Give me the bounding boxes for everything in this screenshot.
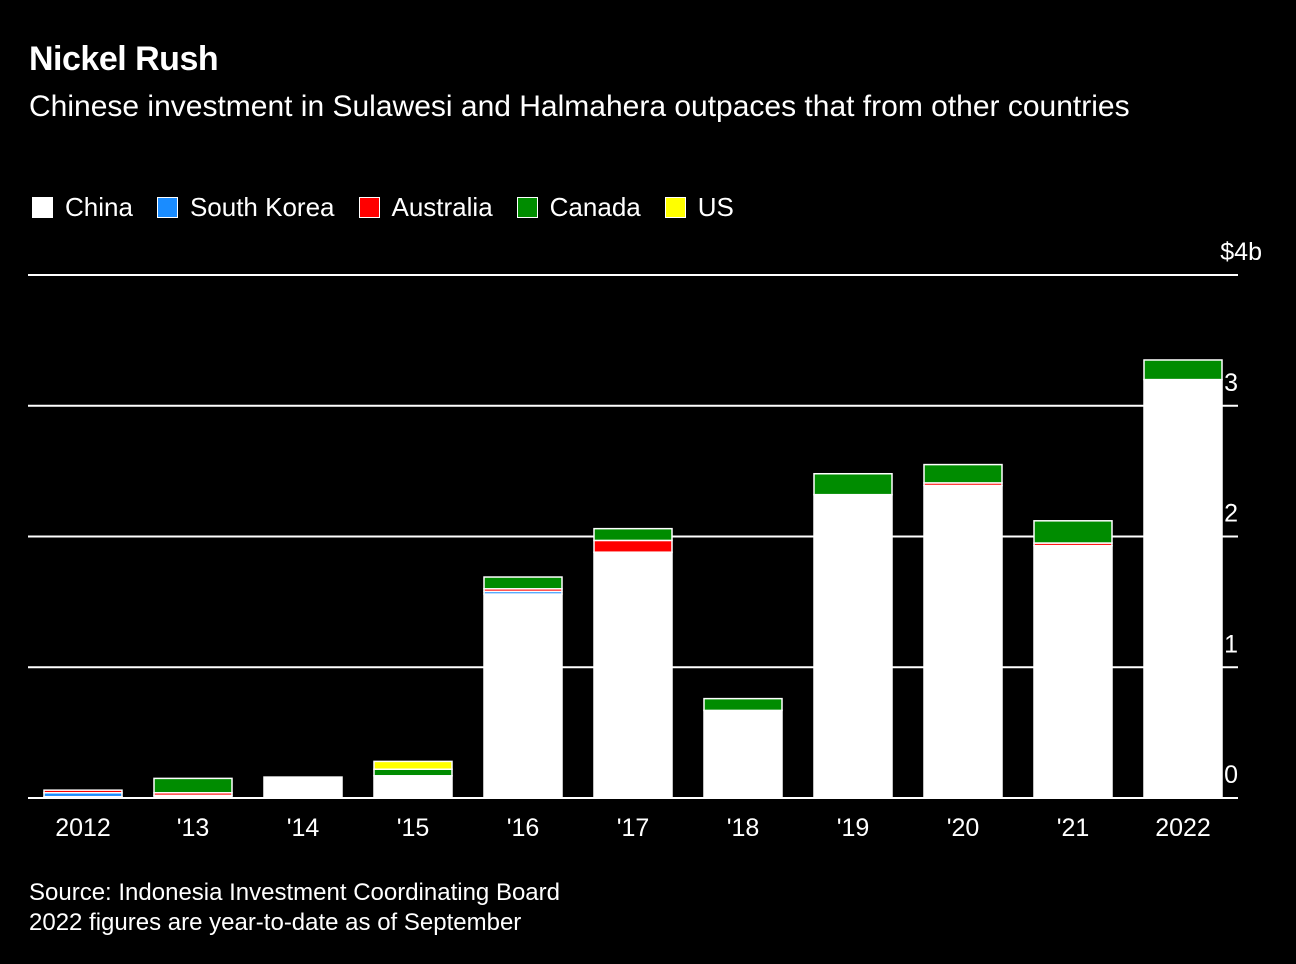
y-tick-label: 1 [1224, 630, 1238, 658]
legend-item-australia: Australia [358, 192, 493, 223]
bar-segment-canada [593, 527, 673, 542]
legend-label: South Korea [189, 192, 335, 222]
x-tick-label: '14 [287, 814, 320, 842]
legend-swatch [156, 197, 178, 218]
bar-segment-canada [1033, 520, 1113, 544]
bar-segment-china [483, 593, 563, 799]
bar-segment-canada [153, 777, 233, 794]
x-tick-label: '19 [837, 814, 870, 842]
legend: China South Korea Australia Canada US [32, 192, 758, 223]
legend-swatch [664, 197, 686, 218]
footnote: Source: Indonesia Investment Coordinatin… [29, 878, 560, 938]
chart-subtitle: Chinese investment in Sulawesi and Halma… [29, 90, 1130, 123]
bar-segment-china [703, 709, 783, 799]
y-tick-label: 0 [1224, 761, 1238, 789]
bar-segment-canada [373, 768, 453, 777]
legend-item-china: China [32, 192, 133, 223]
bar-segment-china [1143, 378, 1223, 799]
bar-segment-australia [593, 539, 673, 553]
bar-segment-canada [483, 576, 563, 590]
y-tick-label: 2 [1224, 500, 1238, 528]
x-tick-label: '18 [727, 814, 760, 842]
bar-segment-china [1033, 544, 1113, 799]
x-tick-label: 2012 [55, 814, 111, 842]
x-tick-label: '13 [177, 814, 210, 842]
bar-segment-canada [703, 697, 783, 712]
bar-segment-us [373, 760, 453, 770]
legend-swatch [358, 197, 380, 218]
legend-label: Australia [391, 192, 493, 222]
legend-item-canada: Canada [516, 192, 641, 223]
x-tick-label: 2022 [1155, 814, 1211, 842]
legend-label: Canada [549, 192, 641, 222]
figures-note: 2022 figures are year-to-date as of Sept… [29, 909, 522, 936]
bar-segment-china [813, 493, 893, 799]
x-tick-label: '21 [1057, 814, 1090, 842]
y-tick-label: $4b [1220, 238, 1262, 266]
bar-segment-canada [923, 463, 1003, 484]
legend-swatch [516, 197, 538, 218]
y-tick-label: 3 [1224, 369, 1238, 397]
x-tick-label: '20 [947, 814, 980, 842]
bar-segment-china [263, 776, 343, 799]
bar-segment-australia [43, 789, 123, 794]
legend-label: US [697, 192, 734, 222]
bar-segment-china [373, 775, 453, 799]
x-tick-label: '17 [617, 814, 650, 842]
x-tick-label: '15 [397, 814, 430, 842]
source-note: Source: Indonesia Investment Coordinatin… [29, 879, 560, 906]
legend-item-us: US [664, 192, 734, 223]
legend-swatch [32, 197, 53, 218]
legend-label: China [65, 192, 133, 222]
bar-segment-china [923, 484, 1003, 799]
bar-segment-canada [1143, 359, 1223, 381]
legend-item-south-korea: South Korea [156, 192, 335, 223]
chart-title: Nickel Rush [29, 40, 219, 78]
bar-segment-china [593, 551, 673, 799]
x-tick-label: '16 [507, 814, 540, 842]
bar-segment-canada [813, 472, 893, 496]
